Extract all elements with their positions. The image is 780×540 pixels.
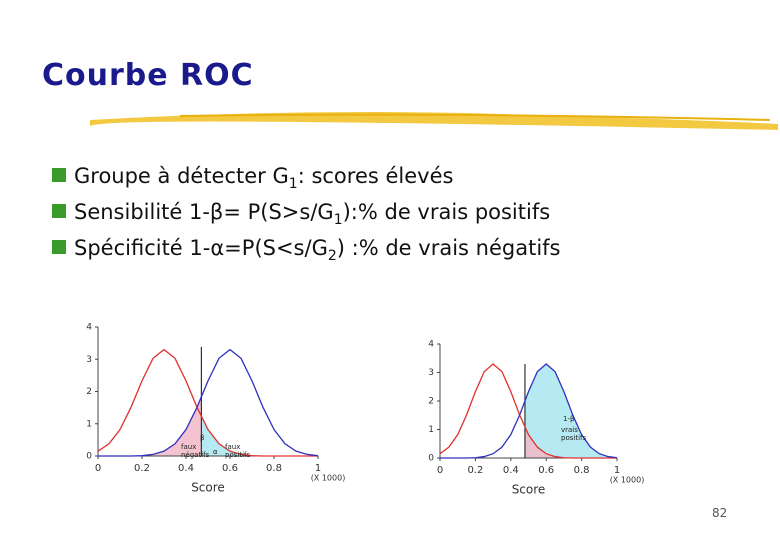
bullet-list: Groupe à détecter G1: scores élevés Sensi… [52,158,561,266]
annotation: faux [181,443,196,451]
subscript: 1 [333,212,343,229]
shaded-area [524,426,617,458]
y-tick-label: 2 [428,397,434,407]
y-tick-label: 1 [428,425,434,435]
annotation: positifs [561,434,586,442]
bullet-text: : scores élevés [297,164,454,188]
annotation: 1-β [563,415,574,423]
y-tick-label: 0 [428,454,434,464]
title-underline [90,112,778,130]
x-tick-label: 0.4 [178,463,194,474]
bullet-text: Spécificité 1-α=P(S<s/G [74,236,328,260]
subscript: 1 [288,176,298,193]
x-axis-label: Score [512,483,546,497]
annotation: positifs [225,451,250,459]
x-tick-label: 0 [437,465,443,476]
x-tick-label: 0.2 [134,463,150,474]
x-tick-label: 1 [315,463,321,474]
axis-note: (X 1000) [311,474,346,483]
y-tick-label: 3 [86,355,92,365]
density-curve [97,348,318,457]
y-tick-label: 1 [86,419,92,429]
y-tick-label: 0 [86,452,92,462]
bullet: Groupe à détecter G1: scores élevés [52,158,561,194]
x-tick-label: 0 [95,463,101,474]
annotation: négatifs [181,451,210,459]
shaded-area [98,396,202,456]
annotation: α [213,448,218,456]
x-tick-label: 0.8 [574,465,590,476]
density-curve [439,363,617,459]
bullet-text: ) :% de vrais négatifs [336,236,561,260]
axis-note: (X 1000) [610,476,645,485]
y-tick-label: 4 [428,340,434,350]
annotation: β [200,434,204,442]
x-tick-label: 0.6 [538,465,554,476]
x-tick-label: 0.6 [222,463,238,474]
subscript: 2 [327,248,337,265]
annotation: faux [225,443,240,451]
density-curve [440,363,618,459]
bullet-text: Sensibilité 1-β= P(S>s/G [74,200,334,224]
x-tick-label: 0.2 [467,465,483,476]
title-underline-stroke [179,113,771,121]
bullet-text: Groupe à détecter G [74,164,289,188]
y-tick-label: 4 [86,323,92,333]
y-tick-label: 3 [428,368,434,378]
x-tick-label: 1 [614,465,620,476]
slide-title: Courbe ROC [42,58,254,93]
density-curve [98,348,319,457]
x-tick-label: 0.4 [503,465,519,476]
shaded-area [201,416,318,456]
bullet: Sensibilité 1-β= P(S>s/G1):% de vrais po… [52,194,561,230]
page-number: 82 [712,506,728,520]
bullet: Spécificité 1-α=P(S<s/G2) :% de vrais né… [52,230,561,266]
bullet-text: ):% de vrais positifs [342,200,551,224]
y-tick-label: 2 [86,387,92,397]
x-axis-label: Score [191,481,225,495]
annotation: vrais [561,426,578,434]
x-tick-label: 0.8 [266,463,282,474]
